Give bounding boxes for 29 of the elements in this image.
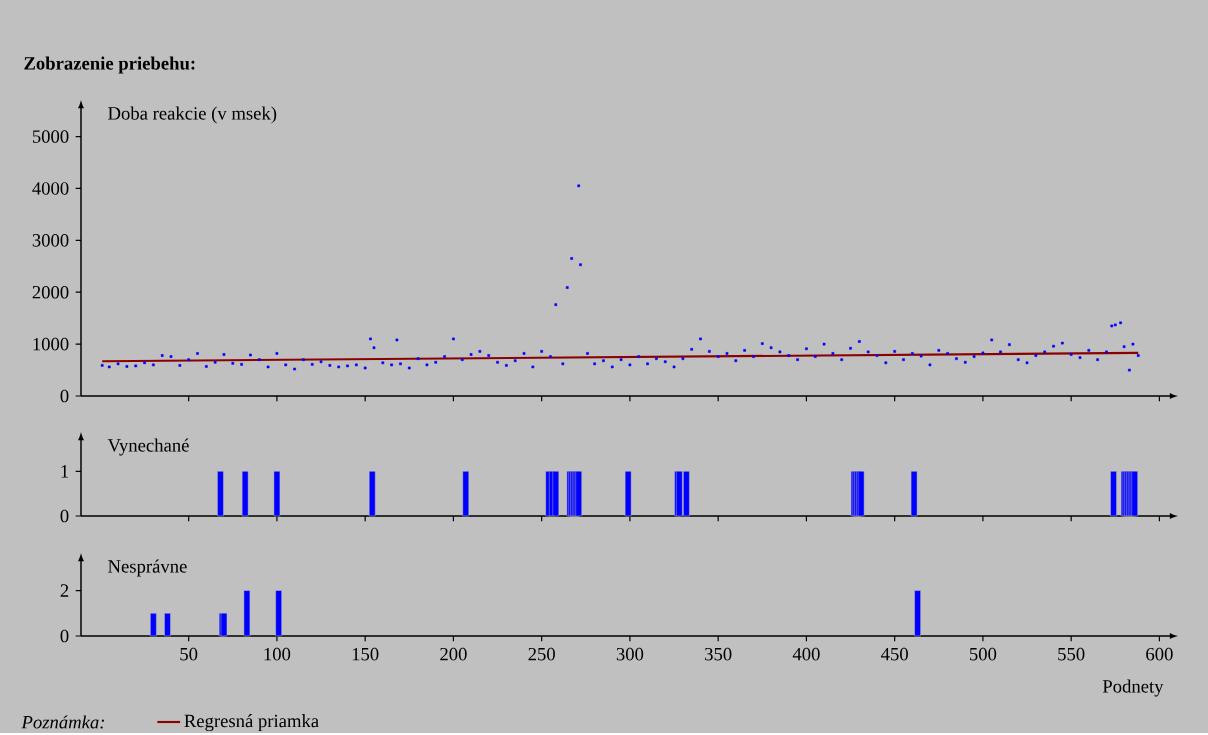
y-tick-label: 0: [60, 389, 69, 403]
x-tick-label: 600: [1146, 647, 1173, 661]
y-tick-label: 0: [60, 629, 69, 643]
y-tick-label: 1000: [33, 337, 69, 351]
x-tick-label: 300: [616, 647, 644, 661]
x-tick-label: 50: [180, 647, 198, 661]
x-tick-label: 550: [1058, 647, 1085, 661]
x-tick-label: 400: [792, 647, 820, 661]
x-tick-label: 250: [528, 647, 555, 661]
chart-title: Zobrazenie priebehu:: [24, 56, 195, 74]
y-tick-label: 1: [61, 465, 69, 478]
y-tick-label: 2000: [32, 285, 69, 299]
y-tick-label: 2: [60, 584, 69, 597]
y-axis-title: Doba reakcie (v msek): [108, 106, 277, 124]
legend-label: Regresná priamka: [184, 714, 319, 732]
y-tick-label: 3000: [32, 233, 69, 247]
x-tick-label: 350: [705, 647, 732, 661]
x-tick-label: 150: [352, 647, 379, 661]
x-tick-label: 100: [264, 647, 291, 661]
y-tick-label: 4000: [32, 182, 69, 195]
y-tick-label: 0: [60, 509, 69, 523]
y-axis-title: Nesprávne: [108, 559, 187, 577]
x-tick-label: 450: [881, 647, 908, 661]
x-axis-title: Podnety: [1102, 679, 1164, 697]
text: Poznámka:: [21, 715, 105, 729]
y-tick-label: 5000: [32, 130, 69, 143]
y-axis-title: Vynechané: [107, 438, 189, 456]
x-tick-label: 200: [440, 647, 467, 661]
x-tick-label: 500: [970, 647, 997, 661]
